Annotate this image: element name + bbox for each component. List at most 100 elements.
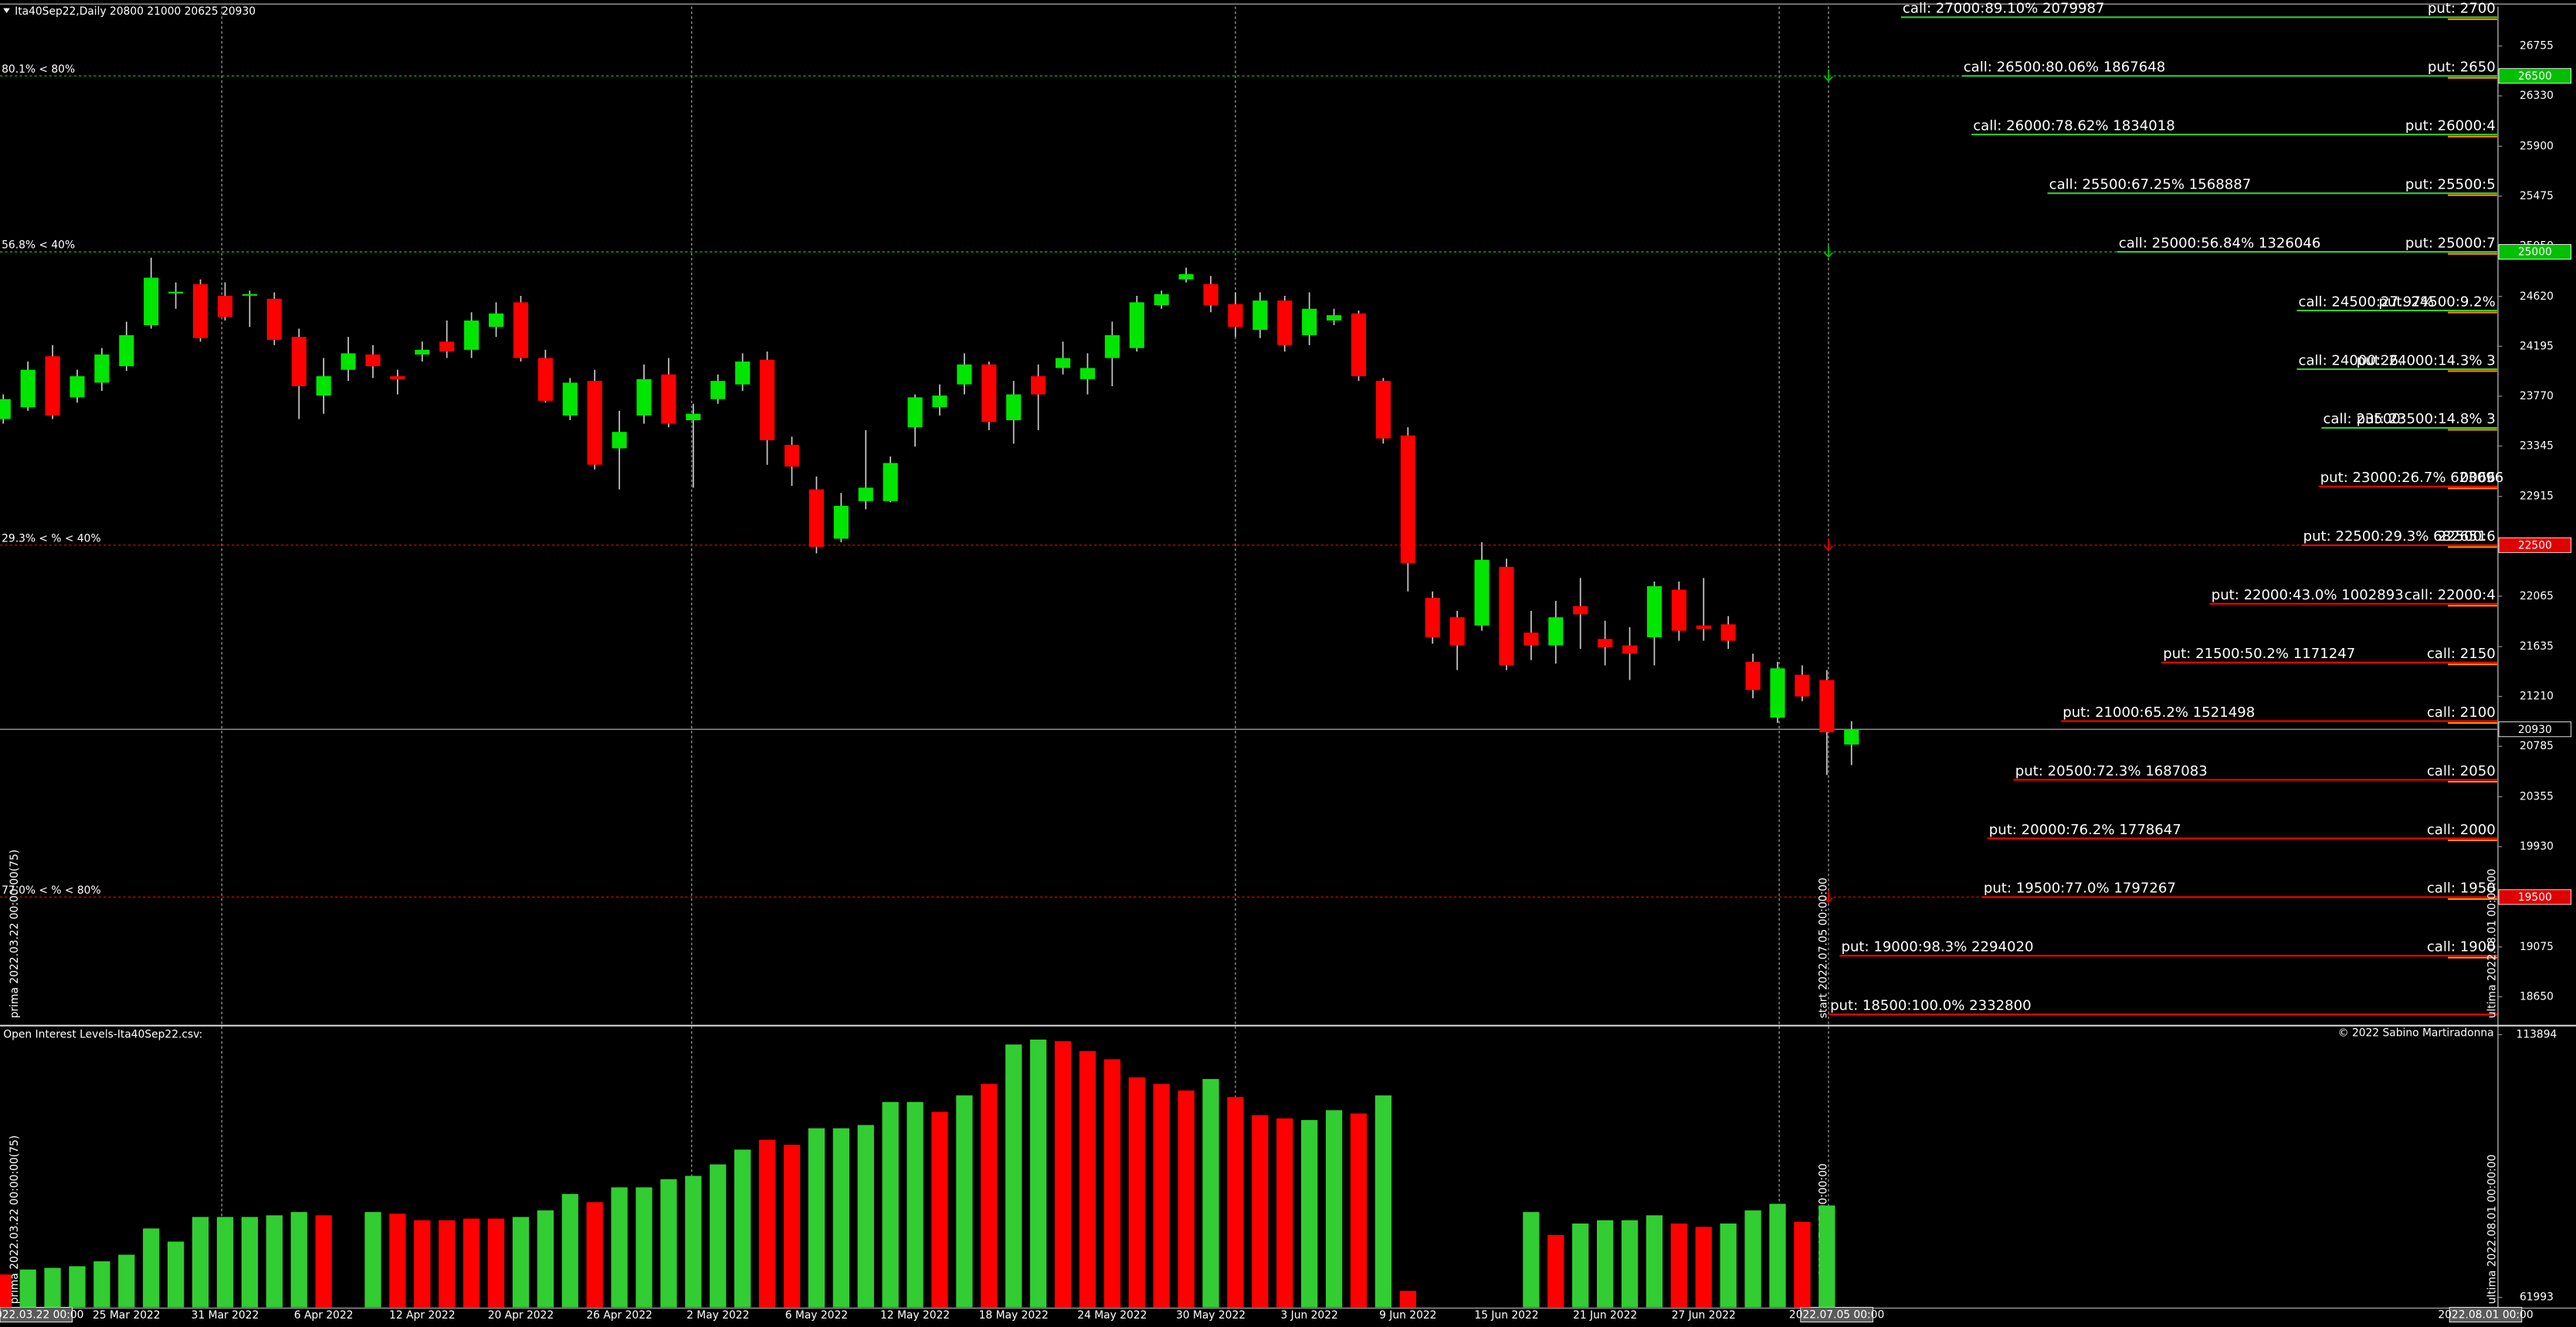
- candle-body: [858, 487, 873, 501]
- level-other-label: 22500:6: [2438, 528, 2496, 545]
- candle-body: [1104, 334, 1120, 358]
- bar: [1178, 1090, 1195, 1308]
- y-tick-label: 25900: [2520, 140, 2554, 152]
- candle-body: [1277, 300, 1293, 345]
- candle-body: [1646, 585, 1663, 637]
- candle-body: [192, 283, 208, 338]
- bar: [1252, 1115, 1269, 1308]
- chart-title: Ita40Sep22,Daily 20800 21000 20625 20930: [15, 5, 256, 18]
- candle-body: [1055, 358, 1071, 368]
- candle-body: [1548, 617, 1564, 646]
- candle-body: [636, 378, 652, 416]
- bar: [783, 1144, 801, 1308]
- bar: [1128, 1077, 1145, 1308]
- bar: [1670, 1223, 1687, 1308]
- candle-body: [562, 382, 578, 416]
- level-other-label: 0066: [2460, 470, 2496, 486]
- level-other-label: put: 24000:14.3% 3: [2357, 352, 2496, 368]
- level-other-label: put: 25000:7: [2405, 235, 2496, 251]
- threshold-value-box: [2498, 537, 2572, 553]
- threshold-value: 25000: [2518, 246, 2552, 259]
- y-tick-label: 21210: [2520, 691, 2554, 703]
- candle-body: [661, 374, 676, 424]
- bar: [1621, 1220, 1639, 1308]
- candle-body: [1499, 566, 1514, 666]
- bar: [1646, 1215, 1663, 1308]
- bar: [710, 1164, 727, 1308]
- bar: [586, 1202, 603, 1308]
- candle-body: [1228, 304, 1243, 328]
- candle-body: [464, 320, 480, 350]
- candle-body: [710, 381, 726, 399]
- bar: [1695, 1227, 1712, 1308]
- level-other-label: call: 22000:4: [2405, 587, 2496, 603]
- candle-body: [1844, 729, 1859, 745]
- candle-body: [784, 444, 800, 467]
- y-tick-label: 26330: [2520, 90, 2554, 102]
- candle-body: [415, 349, 430, 355]
- level-label: call: 25500:67.25% 1568887: [2049, 177, 2252, 193]
- candle-body: [1573, 606, 1588, 615]
- level-other-label: put: 26000:4: [2405, 118, 2496, 134]
- candle-body: [907, 397, 923, 428]
- candle-body: [1696, 625, 1711, 630]
- bar: [1276, 1118, 1293, 1308]
- bar: [1523, 1212, 1540, 1308]
- bar: [1227, 1097, 1244, 1308]
- bar: [808, 1128, 825, 1308]
- x-tick-label: 15 Jun 2022: [1474, 1309, 1538, 1322]
- y-tick-label: 22915: [2520, 490, 2554, 503]
- candle-body: [439, 341, 455, 352]
- candle-body: [932, 395, 947, 408]
- threshold-label: 29.3% < % < 40%: [2, 532, 100, 545]
- bar: [290, 1212, 307, 1308]
- threshold-arrow: [1824, 538, 1833, 552]
- candle-body: [0, 399, 11, 419]
- bar: [1103, 1059, 1120, 1308]
- candle-body: [390, 376, 405, 379]
- candle-body: [1819, 680, 1835, 732]
- bar: [636, 1187, 652, 1308]
- candle-body: [587, 381, 602, 465]
- bar: [956, 1095, 973, 1308]
- level-other-label: put: 25500:5: [2405, 177, 2496, 193]
- y-tick-label: 25475: [2520, 190, 2554, 202]
- level-label: put: 23000:26.7% 623096: [2320, 470, 2504, 486]
- y-tick-label: 24195: [2520, 340, 2554, 352]
- bar: [611, 1187, 628, 1308]
- x-tick-label: 6 May 2022: [785, 1309, 848, 1322]
- level-label: call: 26500:80.06% 1867648: [1964, 59, 2166, 76]
- bar: [69, 1266, 86, 1308]
- candle-body: [1302, 308, 1317, 335]
- candle-body: [1598, 639, 1613, 647]
- candle-body: [759, 359, 775, 440]
- candle-body: [1425, 598, 1440, 637]
- level-label: put: 20500:72.3% 1687083: [2015, 763, 2208, 779]
- bar: [981, 1084, 998, 1308]
- candle-body: [1400, 435, 1415, 564]
- y-tick-label: 21635: [2520, 640, 2554, 653]
- watermark: © 2022 Sabino Martiradonna: [2338, 1027, 2494, 1039]
- candle-body: [612, 432, 627, 449]
- bar: [414, 1220, 431, 1308]
- bar: [216, 1217, 234, 1308]
- y-tick-label: 19930: [2520, 840, 2554, 853]
- bar: [561, 1193, 578, 1308]
- candle-body: [1252, 300, 1268, 331]
- vertical-label: start 2022.07.05 00:00:00: [1818, 877, 1830, 1018]
- bar: [1325, 1110, 1343, 1308]
- level-label: call: 24500:27.97%: [2299, 294, 2434, 310]
- bar: [685, 1176, 702, 1308]
- bar: [1029, 1039, 1047, 1308]
- threshold-arrow: [1824, 245, 1833, 258]
- level-other-label: call: 1900: [2427, 939, 2496, 955]
- candle-body: [266, 298, 282, 340]
- time-cursor-label: 2022.07.05 00:00: [1789, 1309, 1884, 1322]
- panel-title: Open Interest Levels-Ita40Sep22.csv:: [3, 1029, 202, 1041]
- x-tick-label: 21 Jun 2022: [1573, 1309, 1637, 1322]
- candle-body: [119, 334, 134, 367]
- x-tick-label: 27 Jun 2022: [1672, 1309, 1736, 1322]
- level-label: call: 24000:26.: [2299, 352, 2403, 368]
